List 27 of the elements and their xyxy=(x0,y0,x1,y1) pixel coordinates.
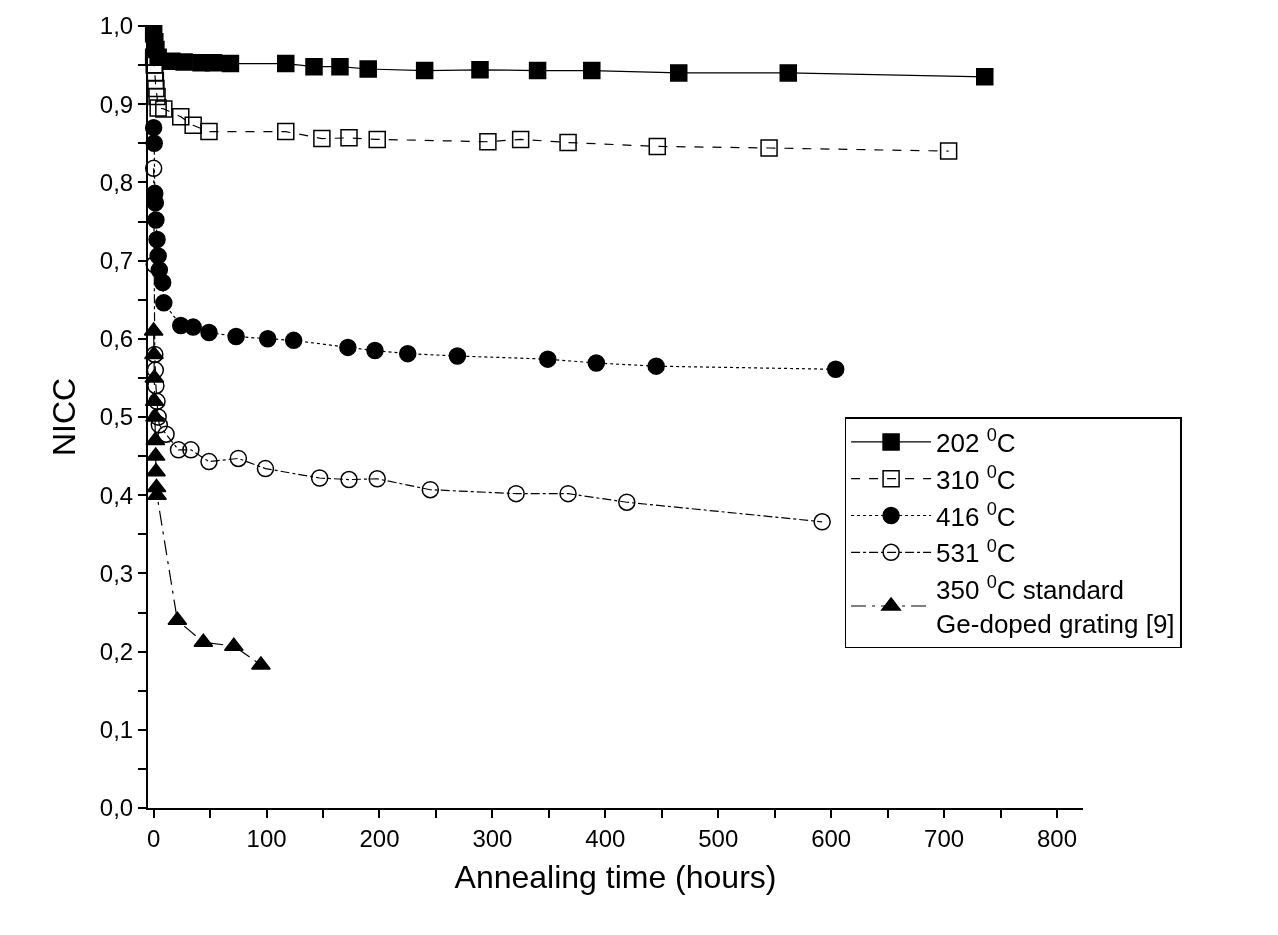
y-tick-label: 0,8 xyxy=(99,168,134,196)
y-tick-label: 0,1 xyxy=(99,716,134,744)
y-tick-label: 0,4 xyxy=(99,481,134,509)
x-tick-label: 300 xyxy=(472,824,513,852)
y-tick-label: 0,5 xyxy=(99,403,134,431)
y-tick-label: 0,6 xyxy=(99,325,134,353)
y-tick-label: 1,0 xyxy=(99,12,134,40)
x-tick-label: 700 xyxy=(924,824,965,852)
legend-label: 416 $^{0}$C xyxy=(936,498,1016,532)
y-tick-label: 0,9 xyxy=(99,90,134,118)
legend-label: 531 $^{0}$C xyxy=(936,535,1016,569)
x-tick-label: 200 xyxy=(359,824,400,852)
legend-label: 310 $^{0}$C xyxy=(936,461,1016,495)
legend-label: 350 $^{0}$C standard Ge-doped grating [9] xyxy=(936,572,1175,640)
x-tick-label: 100 xyxy=(246,824,287,852)
x-tick-label: 400 xyxy=(585,824,626,852)
x-tick-label: 600 xyxy=(811,824,852,852)
y-tick-label: 0,3 xyxy=(99,559,134,587)
y-tick-label: 0,7 xyxy=(99,247,134,274)
x-axis-title: Annealing time (hours) xyxy=(454,859,777,896)
y-axis-title: NICC xyxy=(45,377,82,457)
y-tick-label: 0,0 xyxy=(99,794,134,822)
x-tick-label: 800 xyxy=(1037,824,1078,852)
x-tick-label: 500 xyxy=(698,824,739,852)
y-tick-label: 0,2 xyxy=(99,638,134,665)
legend-label: 202 $^{0}$C xyxy=(936,425,1016,459)
x-tick-label: 0 xyxy=(146,824,161,852)
